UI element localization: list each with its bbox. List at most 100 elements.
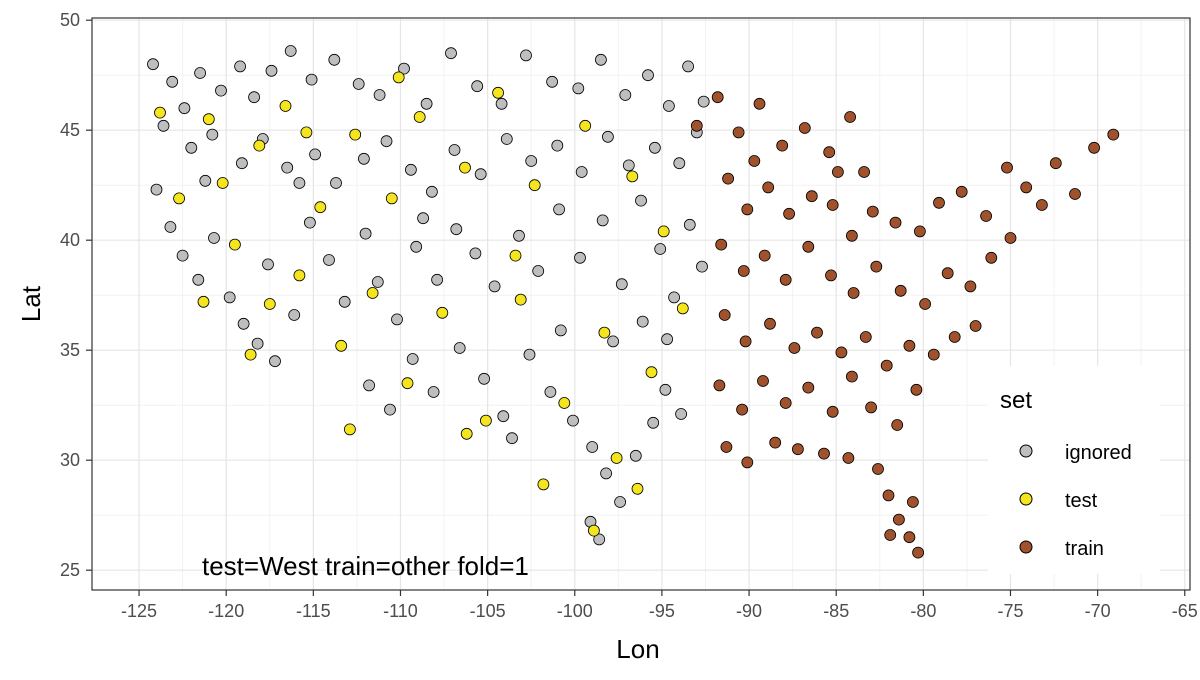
point-ignored (147, 58, 159, 71)
point-train (1036, 199, 1048, 211)
minor-grid (92, 18, 1190, 590)
point-train (889, 216, 902, 229)
point-train (894, 284, 907, 297)
point-train (690, 119, 703, 132)
point-ignored (309, 148, 322, 161)
point-train (910, 383, 923, 396)
point-ignored (497, 410, 510, 423)
point-train (948, 331, 961, 343)
point-test (279, 100, 292, 112)
point-ignored (215, 84, 227, 97)
point-ignored (194, 67, 207, 79)
point-test (436, 306, 449, 319)
legend: set ignored test train (988, 366, 1160, 574)
y-tick-label: 40 (60, 230, 80, 250)
point-train (969, 320, 982, 332)
point-train (1069, 188, 1081, 200)
point-ignored (619, 89, 632, 101)
legend-entry-test: test (1019, 490, 1098, 512)
point-ignored (654, 243, 667, 255)
point-ignored (474, 168, 487, 181)
x-axis-title: Lon (616, 634, 659, 664)
point-ignored (417, 212, 430, 225)
point-train (811, 326, 823, 339)
point-ignored (663, 100, 675, 112)
point-train (722, 172, 734, 185)
point-train (941, 267, 954, 280)
point-train (718, 309, 731, 321)
point-ignored (410, 240, 423, 253)
point-ignored (488, 280, 501, 293)
legend-title: set (1000, 387, 1032, 414)
point-train (783, 207, 795, 220)
fold-annotation: test=West train=other fold=1 (202, 551, 529, 581)
point-test (537, 478, 550, 491)
point-ignored (586, 441, 599, 453)
point-train (847, 287, 860, 299)
point-train (798, 122, 811, 134)
point-ignored (525, 155, 538, 167)
point-ignored (629, 449, 642, 462)
point-ignored (615, 278, 628, 291)
point-train (748, 155, 761, 167)
point-test (460, 427, 473, 440)
point-ignored (495, 97, 508, 110)
point-test (492, 86, 505, 99)
point-test (509, 249, 522, 262)
point-train (757, 375, 769, 387)
x-tick-label: -65 (1172, 601, 1198, 621)
point-train (713, 379, 726, 392)
point-test (154, 106, 166, 119)
y-axis: 25 30 35 40 45 50 (60, 10, 92, 580)
point-ignored (192, 273, 205, 286)
point-train (884, 529, 897, 541)
point-ignored (661, 333, 673, 346)
point-train (825, 269, 837, 282)
point-ignored (523, 348, 536, 361)
point-train (846, 370, 858, 383)
point-ignored (284, 45, 297, 57)
point-ignored (380, 135, 393, 148)
point-ignored (520, 49, 532, 62)
point-ignored (208, 232, 220, 244)
point-train (1001, 161, 1013, 174)
point-ignored (406, 353, 419, 365)
point-ignored (164, 221, 177, 233)
point-ignored (546, 75, 558, 88)
x-tick-label: -80 (910, 601, 936, 621)
point-test (479, 414, 492, 427)
point-test (173, 192, 186, 205)
point-test (293, 269, 306, 282)
point-test (366, 287, 379, 299)
y-tick-label: 30 (60, 450, 80, 470)
point-ignored (696, 260, 708, 273)
point-ignored (363, 379, 376, 392)
point-ignored (450, 223, 463, 236)
point-ignored (371, 276, 384, 288)
point-train (802, 381, 815, 394)
point-test (676, 302, 689, 315)
point-train (955, 185, 968, 198)
legend-entry-ignored: ignored (1019, 442, 1132, 464)
point-ignored (281, 161, 294, 174)
point-ignored (150, 183, 163, 196)
x-tick-label: -90 (736, 601, 762, 621)
point-train (842, 452, 855, 464)
point-ignored (305, 73, 318, 86)
point-ignored (642, 69, 654, 82)
point-ignored (453, 342, 466, 354)
point-ignored (303, 216, 316, 229)
point-ignored (575, 166, 588, 178)
point-train (776, 139, 789, 152)
point-ignored (553, 203, 565, 216)
point-test (631, 482, 644, 495)
point-test (610, 452, 623, 464)
y-tick-label: 50 (60, 10, 80, 30)
point-test (202, 113, 215, 126)
point-ignored (567, 414, 579, 427)
x-tick-label: -125 (121, 601, 157, 621)
point-train (891, 419, 904, 431)
point-train (985, 251, 998, 264)
point-test (459, 161, 471, 174)
y-tick-label: 45 (60, 120, 80, 140)
